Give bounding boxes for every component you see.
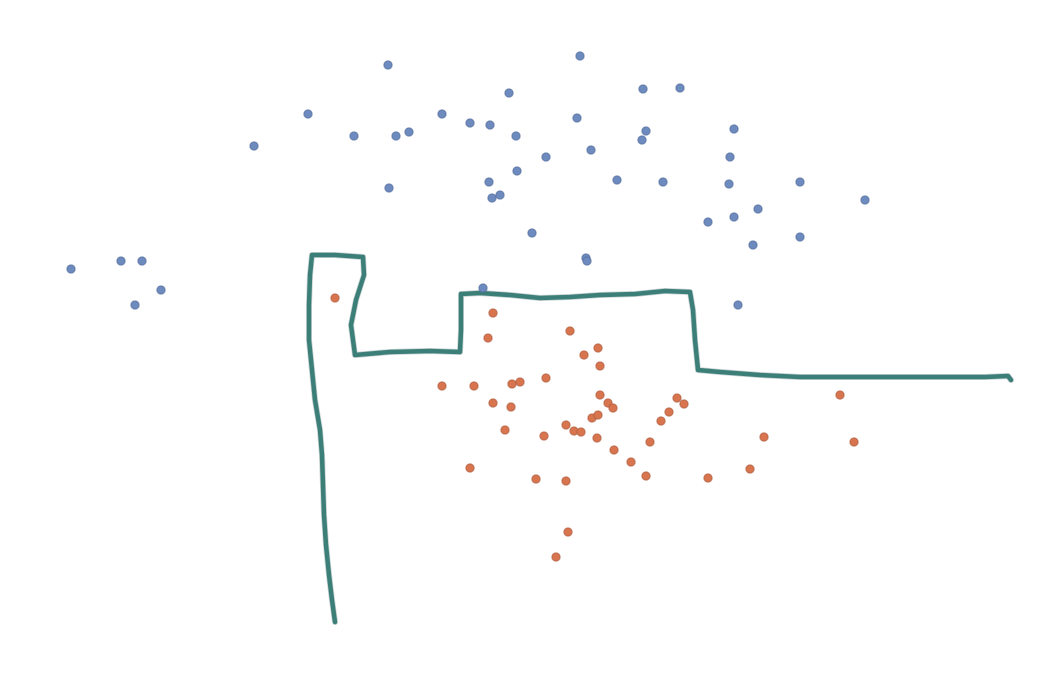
decision-boundary-layer	[306, 252, 1014, 625]
class-a-point	[575, 51, 585, 61]
class-a-point	[511, 131, 521, 141]
class-a-point	[487, 193, 497, 203]
class-a-point	[249, 141, 259, 151]
class-a-point	[66, 264, 76, 274]
class-b-point	[330, 293, 340, 303]
class-a-point	[748, 240, 758, 250]
class-a-point	[729, 212, 739, 222]
class-b-point	[500, 425, 510, 435]
class-a-point	[478, 283, 488, 293]
class-b-point	[608, 403, 618, 413]
class-b-point	[645, 437, 655, 447]
decision-boundary-shadow	[306, 252, 1014, 625]
class-a-point	[384, 183, 394, 193]
class-a-point	[641, 126, 651, 136]
class-b-point	[656, 416, 666, 426]
class-a-point	[638, 84, 648, 94]
class-b-point	[561, 476, 571, 486]
class-a-point	[795, 232, 805, 242]
class-a-point	[612, 175, 622, 185]
class-a-point	[391, 131, 401, 141]
class-a-point	[729, 124, 739, 134]
class-b-point	[539, 431, 549, 441]
class-b-points	[330, 293, 859, 562]
class-b-point	[469, 381, 479, 391]
class-b-point	[437, 381, 447, 391]
class-a-point	[658, 177, 668, 187]
class-b-point	[664, 407, 674, 417]
class-b-point	[576, 427, 586, 437]
class-a-point	[512, 166, 522, 176]
class-b-point	[515, 377, 525, 387]
class-a-point	[795, 177, 805, 187]
class-a-point	[753, 204, 763, 214]
class-b-point	[563, 527, 573, 537]
class-b-point	[483, 333, 493, 343]
class-b-point	[849, 437, 859, 447]
class-a-point	[485, 120, 495, 130]
class-a-point	[156, 285, 166, 295]
class-a-points	[66, 51, 870, 310]
class-b-point	[593, 410, 603, 420]
class-b-point	[641, 471, 651, 481]
class-b-point	[745, 464, 755, 474]
class-a-point	[383, 60, 393, 70]
class-b-point	[595, 390, 605, 400]
class-a-point	[137, 256, 147, 266]
class-b-point	[593, 343, 603, 353]
class-b-point	[626, 457, 636, 467]
class-b-point	[506, 402, 516, 412]
decision-boundary-line	[306, 252, 1014, 625]
class-b-point	[703, 473, 713, 483]
class-b-point	[561, 420, 571, 430]
class-a-point	[860, 195, 870, 205]
class-b-point	[835, 390, 845, 400]
class-a-point	[582, 256, 592, 266]
class-a-point	[349, 131, 359, 141]
class-b-point	[541, 373, 551, 383]
class-a-point	[586, 145, 596, 155]
class-a-point	[527, 228, 537, 238]
class-b-point	[592, 433, 602, 443]
class-a-point	[733, 300, 743, 310]
class-a-point	[303, 109, 313, 119]
class-b-point	[672, 393, 682, 403]
class-b-point	[759, 432, 769, 442]
class-a-point	[504, 88, 514, 98]
class-a-point	[724, 179, 734, 189]
class-b-point	[507, 379, 517, 389]
class-a-point	[637, 135, 647, 145]
class-a-point	[572, 113, 582, 123]
class-a-point	[130, 300, 140, 310]
class-a-point	[437, 109, 447, 119]
class-b-point	[609, 445, 619, 455]
class-b-point	[595, 361, 605, 371]
class-b-point	[531, 474, 541, 484]
class-b-point	[551, 552, 561, 562]
class-a-point	[703, 217, 713, 227]
class-a-point	[495, 190, 505, 200]
class-a-point	[465, 118, 475, 128]
class-a-point	[675, 83, 685, 93]
class-b-point	[488, 308, 498, 318]
class-b-point	[465, 463, 475, 473]
class-a-point	[725, 152, 735, 162]
class-a-point	[116, 256, 126, 266]
class-a-point	[404, 127, 414, 137]
class-a-point	[541, 152, 551, 162]
class-b-point	[488, 398, 498, 408]
class-b-point	[679, 399, 689, 409]
class-a-point	[484, 177, 494, 187]
class-b-point	[579, 350, 589, 360]
class-b-point	[565, 326, 575, 336]
